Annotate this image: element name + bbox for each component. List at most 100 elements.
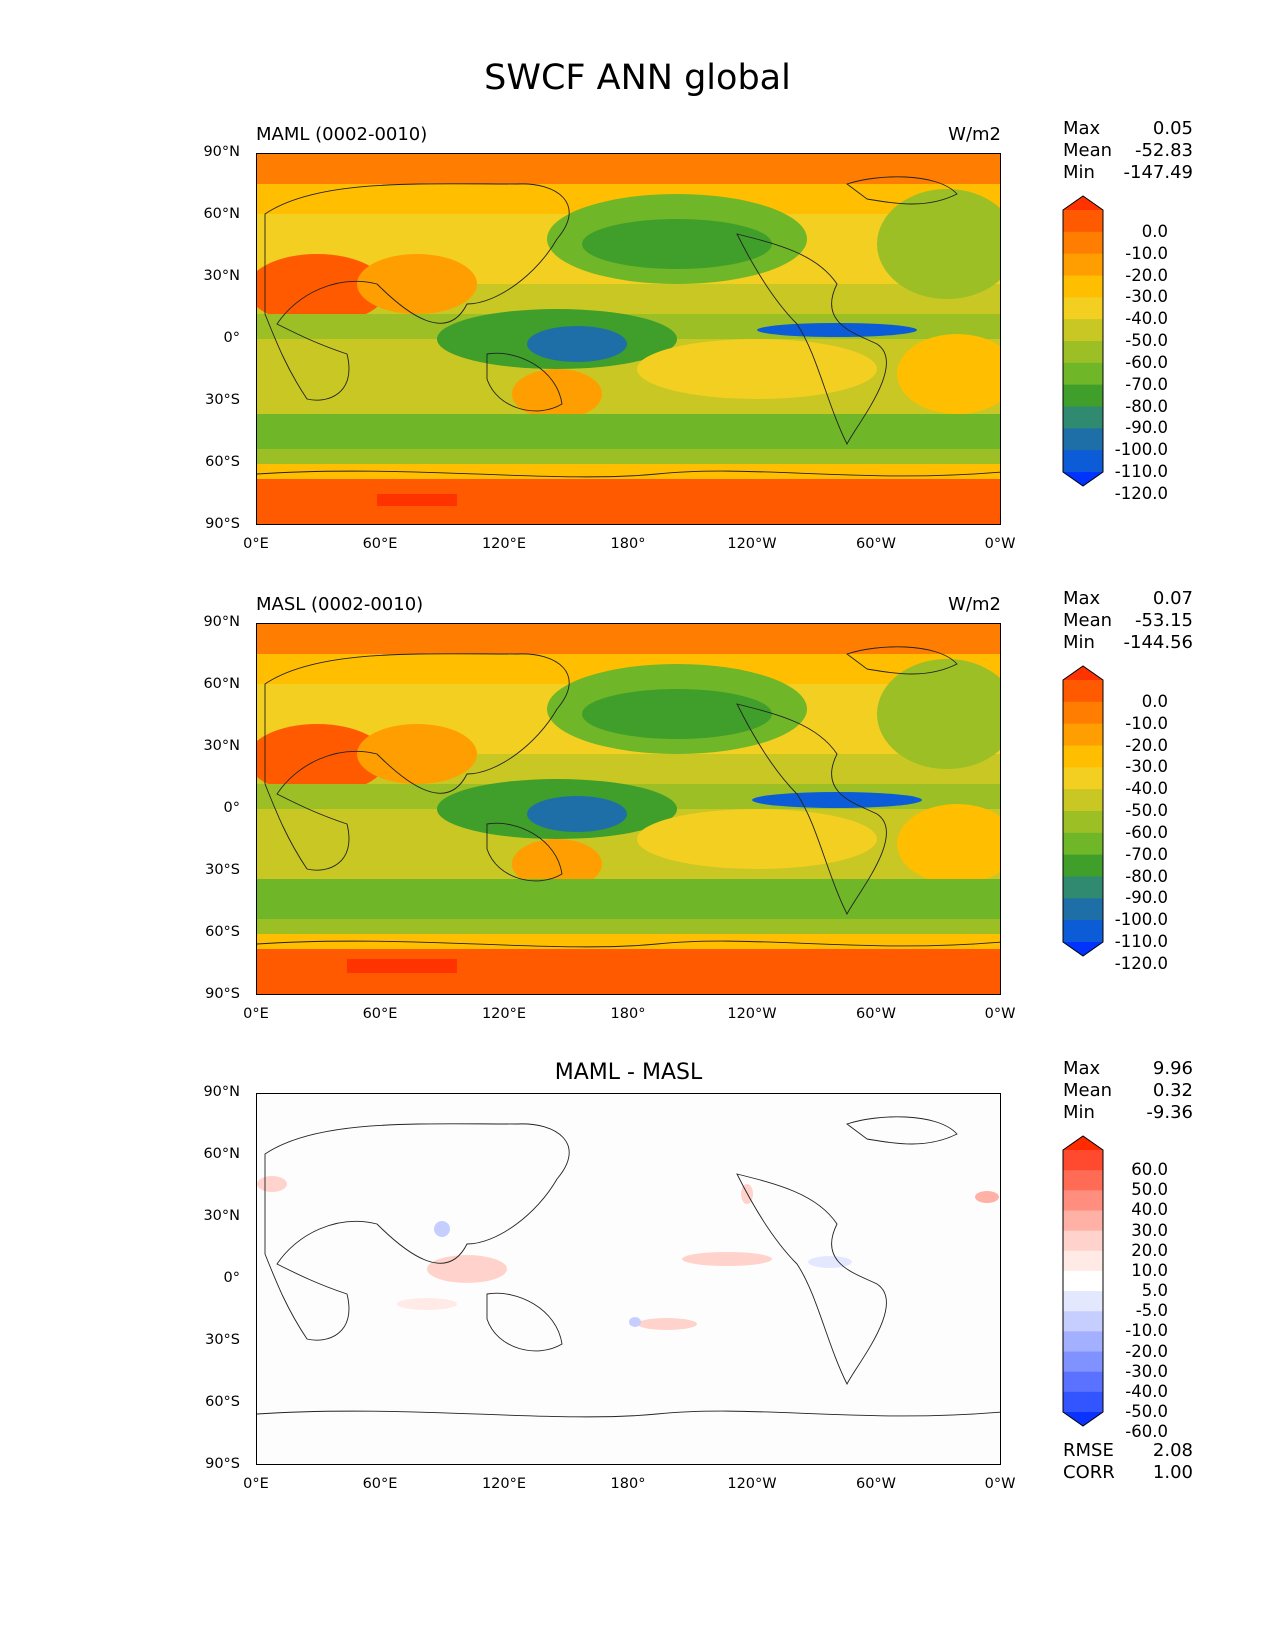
colorbar-segment — [1063, 1210, 1103, 1232]
x-tick-label: 0°E — [243, 1476, 269, 1492]
colorbar-tick-label: -10.0 — [1125, 713, 1168, 733]
colorbar-tick-label: -90.0 — [1125, 418, 1168, 438]
colorbar-tick-label: -5.0 — [1135, 1301, 1168, 1321]
stat-label: Min — [1063, 1102, 1095, 1123]
y-tick-label: 30°N — [203, 1208, 240, 1224]
colorbar-svg — [1062, 195, 1104, 487]
y-tick-label: 90°N — [203, 144, 240, 160]
colorbar-segment — [1063, 832, 1103, 856]
colorbar-segment — [1063, 789, 1103, 812]
colorbar-tick-label: 30.0 — [1131, 1220, 1168, 1240]
stat-value: 0.05 — [1152, 118, 1193, 139]
stat-label: Max — [1063, 1058, 1101, 1079]
map-field-svg — [257, 624, 1000, 994]
colorbar-tick-label: 20.0 — [1131, 1240, 1168, 1260]
colorbar-tick-label: -70.0 — [1125, 374, 1168, 394]
x-tick-label: 180° — [610, 1006, 646, 1022]
stats-box: Max 9.96 Mean 0.32 Min -9.36 — [1063, 1058, 1193, 1124]
colorbar-segment — [1063, 319, 1103, 342]
colorbar-tick-label: -20.0 — [1125, 735, 1168, 755]
stat-value: 0.07 — [1152, 588, 1193, 609]
colorbar-tick-label: -50.0 — [1125, 1402, 1168, 1421]
colorbar-segment — [1063, 854, 1103, 877]
x-tick-label: 120°E — [481, 1006, 527, 1022]
colorbar-tick-label: 5.0 — [1141, 1281, 1168, 1301]
colorbar-outline — [1062, 665, 1104, 957]
y-tick-label: 30°S — [205, 862, 240, 878]
panel-left-title: MASL (0002-0010) — [256, 594, 424, 615]
y-tick-label: 30°S — [205, 1332, 240, 1348]
map-field-svg — [257, 154, 1000, 524]
colorbar-tick-label: 0.0 — [1141, 691, 1168, 711]
y-tick-label: 0° — [223, 800, 240, 816]
colorbar-segment — [1063, 362, 1103, 386]
stat-label: Max — [1063, 118, 1101, 139]
x-tick-label: 60°E — [362, 536, 398, 552]
x-tick-label: 120°W — [727, 536, 777, 552]
colorbar-tick-label: -30.0 — [1125, 1361, 1168, 1381]
colorbar-segment — [1063, 745, 1103, 768]
colorbar-tick-label: -30.0 — [1125, 757, 1168, 777]
stat-value: 0.32 — [1152, 1080, 1193, 1101]
colorbar-tick-label: -50.0 — [1125, 801, 1168, 820]
y-tick-label: 30°N — [203, 738, 240, 754]
stat-value: -147.49 — [1123, 162, 1193, 183]
stat-label: Min — [1063, 632, 1095, 653]
colorbar-segment — [1063, 767, 1103, 790]
colorbar-segment — [1063, 1250, 1103, 1272]
y-tick-label: 90°S — [205, 1456, 240, 1472]
stat-label: CORR — [1063, 1462, 1115, 1483]
x-tick-label: 60°W — [855, 1476, 897, 1492]
x-tick-label: 120°W — [727, 1006, 777, 1022]
x-tick-label: 60°E — [362, 1476, 398, 1492]
y-tick-label: 60°N — [203, 206, 240, 222]
panel-maml: MAML (0002-0010) W/m2 — [0, 0, 1275, 552]
colorbar-segment — [1063, 1331, 1103, 1353]
colorbar-segment — [1063, 680, 1103, 703]
y-tick-label: 30°S — [205, 392, 240, 408]
colorbar-segment — [1063, 920, 1103, 943]
colorbar — [1062, 665, 1104, 961]
x-tick-label: 60°W — [855, 1006, 897, 1022]
stat-label: Mean — [1063, 610, 1113, 631]
colorbar-tick-label: -90.0 — [1125, 888, 1168, 908]
y-tick-label: 60°S — [205, 924, 240, 940]
colorbar-tick-label: 50.0 — [1131, 1180, 1168, 1200]
colorbar-tick-label: -50.0 — [1125, 331, 1168, 350]
colorbar-segment — [1063, 231, 1103, 255]
colorbar-outline — [1062, 1135, 1104, 1427]
colorbar-tick-label: -60.0 — [1125, 352, 1168, 372]
x-tick-label: 120°W — [727, 1476, 777, 1492]
panel-left-title: MAML (0002-0010) — [256, 124, 428, 145]
panel-masl: MASL (0002-0010) W/m2 — [0, 470, 1275, 1022]
x-tick-label: 0°W — [984, 1476, 1016, 1492]
y-tick-label: 60°S — [205, 454, 240, 470]
y-tick-label: 90°N — [203, 614, 240, 630]
colorbar-tick-label: -110.0 — [1114, 462, 1168, 481]
x-tick-label: 60°E — [362, 1006, 398, 1022]
x-tick-label: 180° — [610, 536, 646, 552]
x-tick-label: 0°E — [243, 1006, 269, 1022]
stats-box: Max 0.07 Mean -53.15 Min -144.56 — [1063, 588, 1193, 654]
colorbar-tick-label: -30.0 — [1125, 287, 1168, 307]
stat-value: 2.08 — [1152, 1440, 1193, 1461]
colorbar-tick-label: 0.0 — [1141, 221, 1168, 241]
stat-label: Max — [1063, 588, 1101, 609]
colorbar-segment — [1063, 1371, 1103, 1393]
colorbar-segment — [1063, 1311, 1103, 1332]
stat-label: Mean — [1063, 140, 1113, 161]
stat-value: -9.36 — [1146, 1102, 1193, 1123]
stat-label: RMSE — [1063, 1440, 1114, 1461]
colorbar-segment — [1063, 384, 1103, 407]
x-tick-label: 180° — [610, 1476, 646, 1492]
y-tick-label: 90°S — [205, 986, 240, 1002]
map-plot — [256, 623, 1001, 995]
y-tick-label: 90°N — [203, 1084, 240, 1100]
colorbar-segment — [1063, 1150, 1103, 1171]
stat-value: -52.83 — [1134, 140, 1193, 161]
colorbar-segment — [1063, 1291, 1103, 1312]
colorbar-tick-label: 60.0 — [1131, 1160, 1168, 1180]
error-stats-box: RMSE 2.08 CORR 1.00 — [1063, 1440, 1193, 1484]
colorbar-segment — [1063, 253, 1103, 276]
colorbar-segment — [1063, 1190, 1103, 1211]
